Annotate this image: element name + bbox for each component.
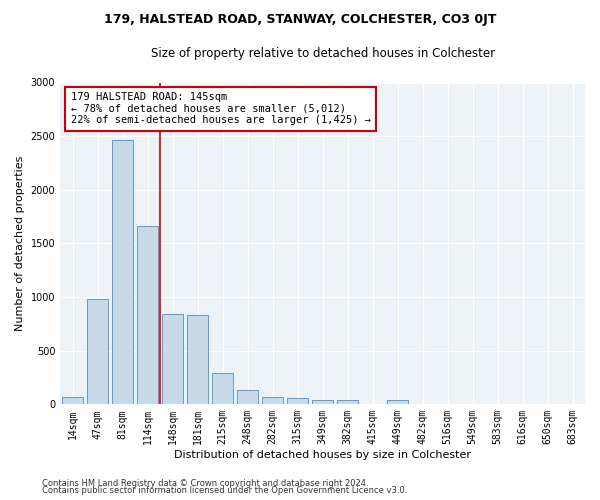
Text: 179, HALSTEAD ROAD, STANWAY, COLCHESTER, CO3 0JT: 179, HALSTEAD ROAD, STANWAY, COLCHESTER,… (104, 12, 496, 26)
Bar (62, 397, 83, 404)
Bar (262, 398, 283, 404)
Bar (162, 314, 183, 404)
Bar (137, 226, 158, 404)
Bar (387, 400, 408, 404)
Bar (187, 316, 208, 404)
Bar (287, 398, 308, 404)
Bar (112, 140, 133, 404)
Y-axis label: Number of detached properties: Number of detached properties (15, 156, 25, 331)
Bar (87, 299, 108, 405)
Bar (237, 390, 258, 404)
Bar (312, 400, 333, 404)
Title: Size of property relative to detached houses in Colchester: Size of property relative to detached ho… (151, 48, 494, 60)
Bar (337, 400, 358, 404)
Text: Contains public sector information licensed under the Open Government Licence v3: Contains public sector information licen… (42, 486, 407, 495)
Bar (212, 373, 233, 404)
Text: 179 HALSTEAD ROAD: 145sqm
← 78% of detached houses are smaller (5,012)
22% of se: 179 HALSTEAD ROAD: 145sqm ← 78% of detac… (71, 92, 371, 126)
Text: Contains HM Land Registry data © Crown copyright and database right 2024.: Contains HM Land Registry data © Crown c… (42, 478, 368, 488)
X-axis label: Distribution of detached houses by size in Colchester: Distribution of detached houses by size … (174, 450, 471, 460)
